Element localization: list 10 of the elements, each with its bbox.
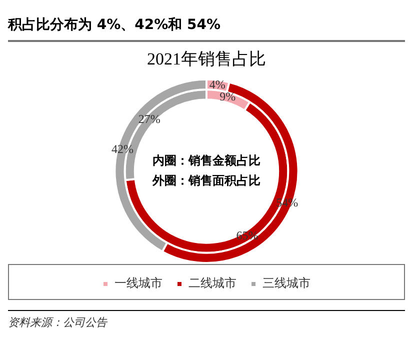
text: 资料来源：公司公告 xyxy=(8,310,405,330)
chart-title: 2021年销售占比 xyxy=(147,50,266,69)
text: 内圈：销售金额占比 xyxy=(152,153,260,168)
legend-label: 三线城市 xyxy=(262,276,310,290)
legend-label: 一线城市 xyxy=(114,276,162,290)
chart-subtitle: 积占比分布为 4%、42%和 54% xyxy=(8,8,405,42)
data-label: 4% xyxy=(209,77,226,92)
text: 外圈：销售面积占比 xyxy=(152,173,260,188)
data-label: 9% xyxy=(220,90,236,104)
legend-label: 二线城市 xyxy=(188,276,236,290)
